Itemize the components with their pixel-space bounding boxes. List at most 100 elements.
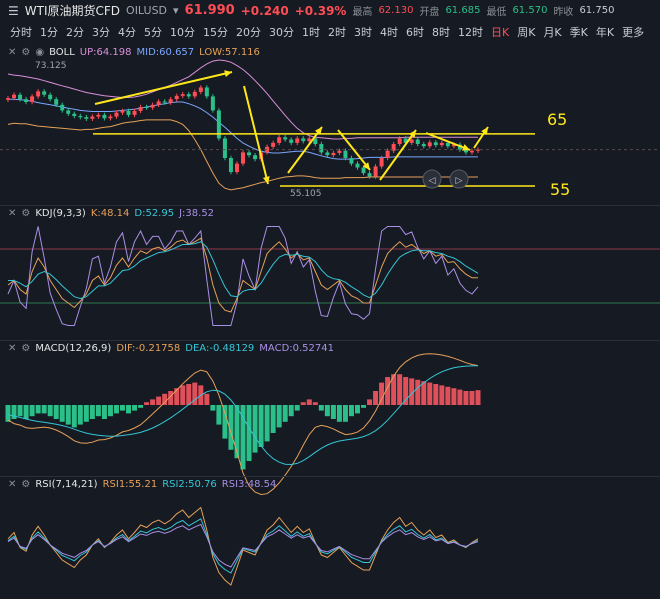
candle-body xyxy=(373,166,378,177)
macd-histogram-bar xyxy=(276,405,282,428)
candle-body xyxy=(247,152,252,156)
timeframe-tab[interactable]: 年K xyxy=(595,26,615,39)
macd-histogram-bar xyxy=(409,378,415,405)
timeframe-tab[interactable]: 4分 xyxy=(118,26,136,39)
last-price: 61.990 xyxy=(184,3,235,18)
close-icon[interactable]: ✕ xyxy=(8,479,17,490)
panel-divider[interactable] xyxy=(0,340,660,341)
macd-histogram-bar xyxy=(71,405,77,428)
panel-divider[interactable] xyxy=(0,205,660,206)
candle-body xyxy=(295,138,300,143)
timeframe-tab[interactable]: 周K xyxy=(517,26,536,39)
candle-body xyxy=(96,114,101,117)
close-icon[interactable]: ✕ xyxy=(8,47,17,58)
macd-histogram-bar xyxy=(89,405,95,419)
timeframe-tab[interactable]: 分时 xyxy=(10,26,32,39)
timeframe-tab[interactable]: 4时 xyxy=(380,26,398,39)
macd-histogram-bar xyxy=(324,405,330,417)
open-value: 61.685 xyxy=(445,5,481,16)
candle-body xyxy=(241,152,245,164)
timeframe-tab[interactable]: 1时 xyxy=(302,26,320,39)
macd-histogram-bar xyxy=(35,405,41,414)
timeframe-tab[interactable]: 月K xyxy=(543,26,562,39)
macd-histogram-bar xyxy=(156,396,162,405)
macd-histogram-bar xyxy=(367,399,373,405)
timeframe-tab[interactable]: 15分 xyxy=(203,26,228,39)
candle-body xyxy=(355,163,360,168)
kdj-d-value: D:52.95 xyxy=(134,208,175,219)
candle-body xyxy=(307,138,312,142)
macd-histogram-bar xyxy=(312,402,318,405)
visibility-icon[interactable]: ◉ xyxy=(35,47,45,58)
candle-body xyxy=(144,107,149,109)
price-change-pct: +0.39% xyxy=(294,3,347,18)
trend-arrow xyxy=(287,126,323,174)
candle-body xyxy=(6,98,10,100)
candle-body xyxy=(445,142,450,147)
trend-arrow xyxy=(337,129,371,171)
settings-icon[interactable]: ⚙ xyxy=(21,208,31,219)
macd-histogram-bar xyxy=(252,405,258,453)
settings-icon[interactable]: ⚙ xyxy=(21,479,31,490)
candle-body xyxy=(126,110,131,115)
candle-body xyxy=(18,94,23,100)
macd-dif-value: DIF:-0.21758 xyxy=(116,343,181,354)
panel-divider[interactable] xyxy=(0,476,660,477)
candle-body xyxy=(385,150,390,158)
candle-body xyxy=(331,152,336,156)
settings-icon[interactable]: ⚙ xyxy=(21,47,31,58)
candle-body xyxy=(277,137,282,143)
timeframe-tab[interactable]: 6时 xyxy=(406,26,424,39)
macd-histogram-bar xyxy=(95,405,101,417)
low-marker-label: 55.105 xyxy=(290,189,322,199)
macd-histogram-bar xyxy=(107,405,113,417)
timeframe-tab[interactable]: 8时 xyxy=(432,26,450,39)
timeframe-tab[interactable]: 季K xyxy=(569,26,588,39)
timeframe-tab[interactable]: 更多 xyxy=(622,26,645,39)
candle-body xyxy=(222,138,227,158)
macd-histogram-bar xyxy=(228,405,234,450)
candle-body xyxy=(476,149,480,151)
macd-histogram-bar xyxy=(150,399,156,405)
settings-icon[interactable]: ⚙ xyxy=(21,343,31,354)
candle-body xyxy=(90,116,95,119)
macd-histogram-bar xyxy=(119,405,125,411)
macd-histogram-bar xyxy=(330,405,336,419)
candle-body xyxy=(156,101,161,105)
candle-body xyxy=(283,137,288,140)
high-label: 最高 xyxy=(352,7,373,18)
macd-histogram-bar xyxy=(342,405,348,422)
timeframe-tab[interactable]: 3时 xyxy=(354,26,372,39)
timeframe-tab[interactable]: 30分 xyxy=(269,26,294,39)
macd-histogram-bar xyxy=(264,405,270,442)
menu-icon[interactable]: ☰ xyxy=(8,3,19,18)
macd-histogram-bar xyxy=(240,405,246,470)
close-icon[interactable]: ✕ xyxy=(8,208,17,219)
level-55-label: 55 xyxy=(550,180,570,199)
candle-body xyxy=(72,113,77,116)
candle-body xyxy=(337,150,342,153)
symbol-name[interactable]: WTI原油期货CFD xyxy=(24,4,121,18)
timeframe-tab[interactable]: 5分 xyxy=(144,26,162,39)
macd-histogram-bar xyxy=(463,391,469,405)
chevron-down-icon[interactable]: ▾ xyxy=(173,4,179,17)
timeframe-tab[interactable]: 20分 xyxy=(236,26,261,39)
macd-histogram-bar xyxy=(65,405,71,425)
timeframe-tab[interactable]: 1分 xyxy=(40,26,58,39)
candle-body xyxy=(192,91,197,97)
candle-body xyxy=(397,138,402,144)
candle-body xyxy=(174,95,179,100)
candle-body xyxy=(325,152,330,156)
rsi3-value: RSI3:48.54 xyxy=(221,479,277,490)
timeframe-tab[interactable]: 2时 xyxy=(328,26,346,39)
timeframe-tab[interactable]: 3分 xyxy=(92,26,110,39)
prev-close-value: 61.750 xyxy=(579,5,615,16)
timeframe-tab[interactable]: 12时 xyxy=(458,26,483,39)
timeframe-tab[interactable]: 10分 xyxy=(170,26,195,39)
close-icon[interactable]: ✕ xyxy=(8,343,17,354)
timeframe-tab[interactable]: 2分 xyxy=(66,26,84,39)
macd-histogram-bar xyxy=(222,405,228,439)
timeframe-tab[interactable]: 日K xyxy=(491,26,510,39)
macd-histogram-bar xyxy=(53,405,59,419)
